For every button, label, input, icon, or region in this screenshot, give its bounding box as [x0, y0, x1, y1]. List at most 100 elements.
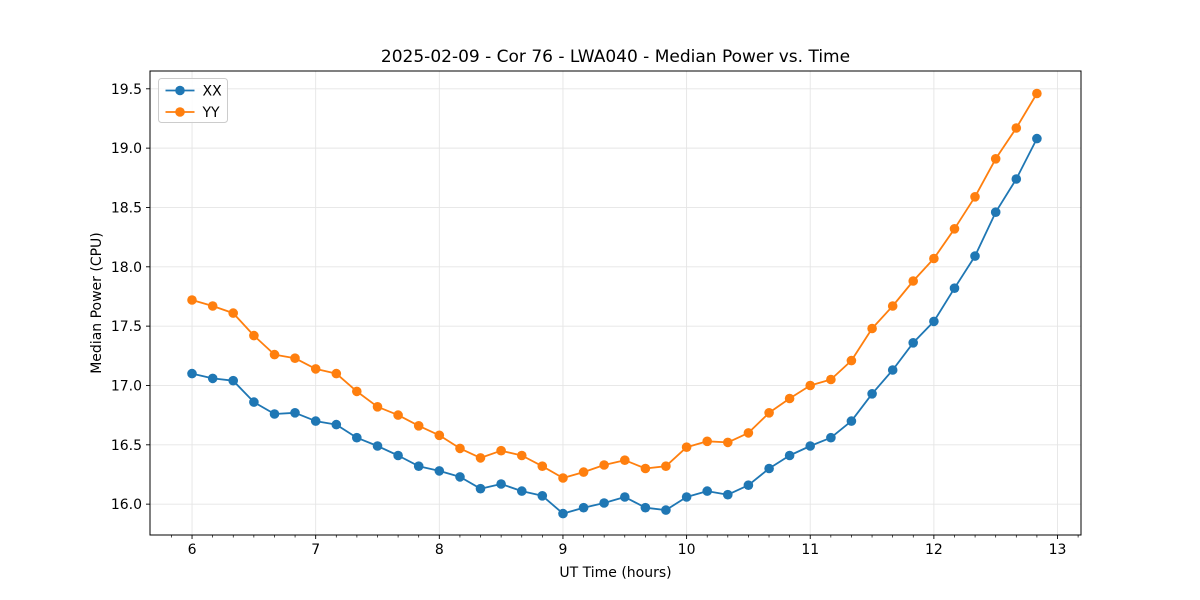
data-point-XX — [723, 489, 733, 500]
data-point-XX — [537, 491, 548, 501]
x-tick-label: 6 — [188, 542, 197, 558]
data-point-XX — [764, 463, 774, 474]
data-point-YY — [970, 192, 980, 202]
legend-marker — [175, 85, 185, 96]
x-tick-label: 13 — [1049, 542, 1067, 558]
plot-border — [149, 70, 1082, 536]
data-point-YY — [228, 308, 238, 318]
data-point-XX — [413, 461, 424, 472]
legend: XX YY — [158, 78, 228, 123]
data-point-XX — [290, 408, 300, 418]
data-point-XX — [743, 480, 754, 491]
data-point-XX — [970, 251, 980, 261]
data-point-XX — [352, 432, 362, 443]
data-point-YY — [846, 355, 857, 366]
y-axis-label: Median Power (CPU) — [89, 232, 105, 374]
data-point-YY — [578, 467, 589, 477]
data-point-YY — [537, 461, 548, 472]
data-point-YY — [1011, 123, 1022, 133]
y-tick-label: 16.0 — [111, 497, 142, 513]
data-point-YY — [867, 323, 877, 334]
data-point-XX — [372, 441, 383, 451]
data-point-XX — [331, 419, 342, 430]
data-point-YY — [352, 386, 362, 397]
data-point-YY — [434, 430, 445, 441]
data-point-XX — [661, 505, 671, 515]
data-point-XX — [620, 492, 630, 502]
data-point-YY — [496, 445, 506, 456]
data-point-YY — [187, 295, 197, 305]
x-axis-label: UT Time (hours) — [559, 565, 672, 581]
data-point-YY — [949, 224, 960, 234]
data-point-XX — [887, 365, 898, 375]
x-tick-label: 11 — [801, 542, 819, 558]
chart-title: 2025-02-09 - Cor 76 - LWA040 - Median Po… — [380, 47, 851, 67]
x-tick-label: 10 — [678, 542, 696, 558]
data-point-XX — [475, 483, 486, 494]
data-point-XX — [805, 441, 815, 451]
data-point-XX — [908, 338, 918, 348]
data-point-XX — [207, 373, 218, 384]
data-point-YY — [764, 408, 774, 418]
data-point-YY — [517, 450, 527, 461]
data-point-YY — [784, 393, 795, 404]
data-point-YY — [372, 402, 383, 412]
data-point-XX — [826, 432, 836, 443]
data-point-YY — [331, 368, 342, 379]
data-point-YY — [702, 436, 712, 447]
y-tick-label: 16.5 — [111, 438, 142, 454]
data-point-YY — [887, 301, 898, 311]
y-tick-label: 19.5 — [111, 82, 142, 98]
data-point-YY — [599, 460, 609, 470]
data-point-XX — [846, 416, 857, 426]
data-point-YY — [929, 253, 939, 264]
data-point-YY — [558, 473, 568, 483]
data-point-YY — [990, 154, 1001, 164]
y-tick-label: 18.0 — [111, 260, 142, 276]
data-point-XX — [702, 486, 712, 496]
data-point-YY — [413, 421, 424, 431]
data-point-YY — [908, 276, 918, 286]
data-point-XX — [929, 316, 939, 327]
data-point-YY — [723, 437, 733, 448]
data-point-YY — [640, 463, 651, 474]
data-point-XX — [187, 368, 197, 379]
data-point-XX — [249, 397, 259, 407]
data-point-XX — [640, 502, 651, 513]
data-point-XX — [393, 450, 403, 461]
y-tick-label: 18.5 — [111, 200, 142, 216]
y-tick-label: 17.0 — [111, 378, 142, 394]
data-point-XX — [784, 450, 795, 461]
data-point-XX — [949, 283, 960, 294]
data-point-YY — [1032, 88, 1042, 99]
legend-label: YY — [202, 105, 221, 121]
data-point-YY — [310, 364, 321, 374]
data-point-YY — [393, 410, 403, 420]
x-tick-label: 12 — [925, 542, 943, 558]
data-point-YY — [249, 330, 259, 341]
y-tick-label: 17.5 — [111, 319, 142, 335]
data-point-YY — [826, 374, 836, 385]
data-point-XX — [558, 508, 568, 519]
legend-marker — [175, 107, 185, 117]
data-point-XX — [578, 502, 589, 513]
data-point-YY — [743, 428, 754, 438]
x-tick-label: 9 — [558, 542, 567, 558]
data-point-YY — [681, 442, 692, 453]
legend-label: XX — [203, 84, 223, 100]
data-point-XX — [1011, 174, 1022, 184]
data-point-XX — [269, 409, 280, 419]
data-point-XX — [496, 479, 506, 489]
data-point-XX — [1032, 133, 1042, 144]
data-point-YY — [269, 349, 280, 360]
data-point-YY — [455, 443, 465, 454]
data-point-XX — [867, 389, 877, 399]
x-tick-label: 8 — [435, 542, 444, 558]
x-tick-label: 7 — [311, 542, 320, 558]
data-point-XX — [310, 416, 321, 426]
data-point-YY — [661, 461, 671, 472]
data-point-XX — [990, 207, 1001, 217]
data-point-XX — [434, 466, 445, 476]
data-point-YY — [290, 353, 300, 364]
